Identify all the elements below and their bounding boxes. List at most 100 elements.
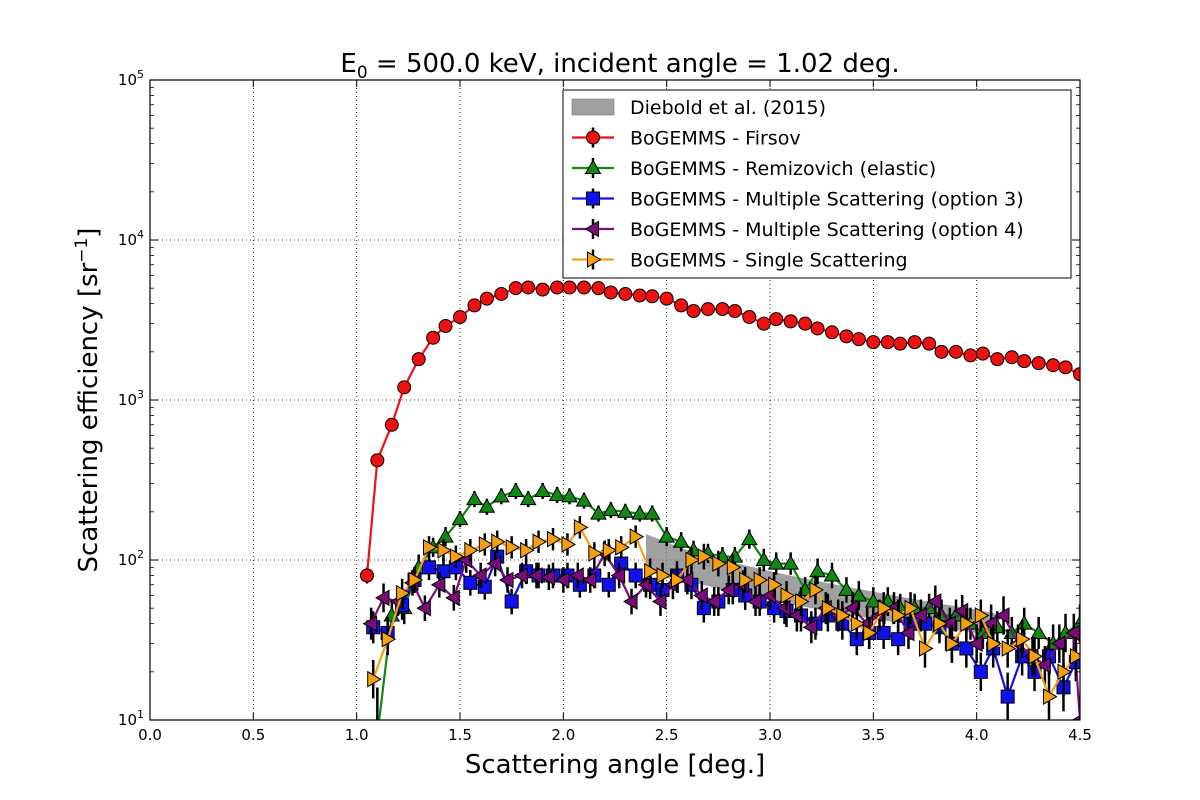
data-point — [836, 607, 851, 624]
data-point — [1050, 635, 1066, 653]
data-point — [486, 555, 502, 572]
data-point — [755, 551, 773, 566]
data-point — [375, 589, 390, 607]
legend-marker — [586, 130, 600, 145]
data-point — [575, 492, 593, 507]
data-point — [838, 581, 855, 596]
data-point — [912, 607, 927, 624]
y-tick-label: 102 — [118, 548, 144, 569]
data-point — [715, 302, 730, 317]
data-point — [922, 336, 937, 351]
data-point — [610, 567, 626, 584]
data-point — [747, 593, 762, 610]
data-point — [753, 571, 769, 589]
data-point — [685, 551, 700, 569]
data-point — [963, 348, 978, 363]
data-point — [479, 291, 494, 306]
data-point — [504, 594, 519, 609]
legend-item-5: BoGEMMS - Single Scattering — [572, 249, 908, 272]
data-point — [825, 325, 839, 340]
data-point — [507, 482, 525, 497]
y-tick-label: 103 — [118, 388, 144, 409]
data-point — [466, 490, 483, 506]
data-point — [821, 599, 837, 617]
data-point — [697, 548, 713, 565]
data-point — [1043, 688, 1058, 705]
legend-item-band: Diebold et al. (2015) — [571, 97, 826, 119]
chart-title: E0 = 500.0 keV, incident angle = 1.02 de… — [340, 49, 899, 83]
data-point — [780, 587, 796, 604]
data-point — [798, 316, 813, 331]
data-point — [844, 599, 859, 617]
data-point — [467, 298, 482, 313]
y-axis: 101 102 103 104 105 — [118, 68, 1080, 729]
data-point — [521, 280, 536, 295]
data-point — [449, 548, 465, 565]
data-point — [494, 286, 509, 301]
data-point — [769, 312, 784, 327]
data-point — [891, 632, 906, 647]
legend-box — [562, 89, 1072, 279]
data-point — [685, 541, 702, 557]
data-point — [899, 624, 915, 642]
data-point — [740, 530, 758, 546]
legend-item-1: BoGEMMS - Firsov — [572, 127, 801, 150]
data-point — [437, 528, 454, 543]
data-point — [934, 344, 949, 359]
legend-label: BoGEMMS - Multiple Scattering (option 3) — [630, 189, 1024, 211]
data-point — [974, 624, 992, 639]
data-point — [1030, 624, 1048, 639]
data-point — [1028, 647, 1044, 665]
data-point — [851, 332, 866, 347]
data-point — [519, 490, 537, 506]
data-point — [602, 541, 618, 559]
data-point — [561, 487, 578, 503]
legend-label: BoGEMMS - Single Scattering — [630, 250, 908, 272]
data-point — [904, 599, 920, 617]
legend-item-4: BoGEMMS - Multiple Scattering (option 4) — [572, 219, 1024, 241]
data-point — [478, 498, 496, 513]
series-line — [372, 525, 1077, 700]
data-point — [1073, 367, 1080, 382]
legend-label: BoGEMMS - Multiple Scattering (option 4) — [630, 219, 1024, 241]
data-point — [520, 541, 535, 559]
x-tick-label: 3.5 — [861, 726, 885, 744]
data-point — [671, 571, 686, 589]
data-point — [945, 635, 961, 653]
data-point — [823, 567, 841, 582]
data-point — [1001, 640, 1017, 657]
data-point — [726, 548, 744, 563]
x-tick-label: 2.5 — [655, 726, 679, 744]
data-point — [370, 453, 385, 468]
data-point — [422, 560, 436, 575]
data-point — [548, 486, 566, 501]
data-point — [1069, 647, 1080, 665]
data-point — [705, 593, 721, 610]
data-point — [631, 505, 649, 520]
data-point — [1065, 624, 1080, 642]
data-point — [616, 503, 634, 518]
data-point — [1046, 358, 1061, 373]
y-axis-label: Scattering efficiency [sr−1] — [72, 228, 104, 573]
data-point — [987, 635, 1002, 653]
data-point — [863, 624, 878, 642]
data-point — [701, 302, 715, 317]
data-point — [990, 352, 1005, 367]
data-point — [696, 601, 711, 616]
data-point — [423, 538, 438, 556]
y-tick-label: 105 — [118, 68, 144, 89]
data-point — [1004, 350, 1019, 365]
data-point — [381, 630, 397, 648]
data-point — [644, 562, 659, 580]
data-point — [975, 346, 990, 361]
data-point — [397, 380, 412, 395]
data-point — [569, 567, 584, 584]
data-point — [850, 615, 866, 633]
data-point — [659, 291, 674, 306]
data-point — [615, 538, 630, 556]
data-point — [651, 593, 667, 610]
data-point — [678, 571, 694, 589]
data-point — [892, 607, 907, 624]
data-point — [893, 336, 908, 351]
